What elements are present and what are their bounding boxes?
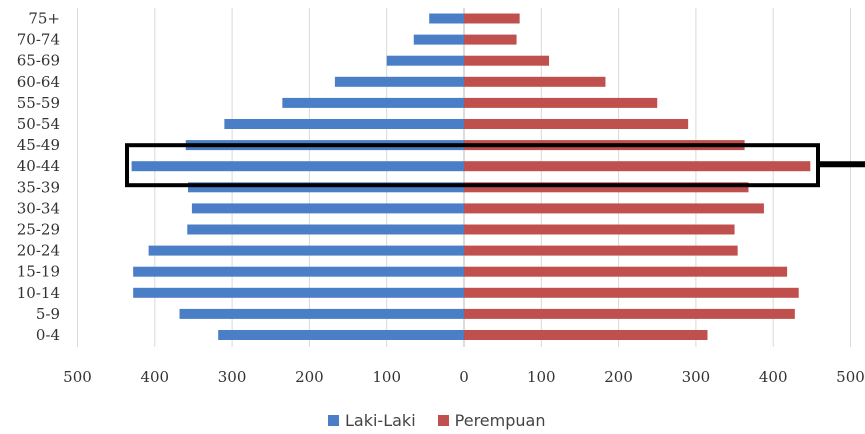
x-tick-label: 400 [759, 368, 788, 386]
age-label: 30-34 [17, 199, 60, 217]
bar-laki-laki [188, 182, 464, 193]
x-tick-labels: 500 400 300 200 100 0 100 200 300 400 500 [63, 368, 865, 386]
x-tick-label: 500 [836, 368, 865, 386]
bar-perempuan [464, 76, 606, 87]
age-label: 25-29 [17, 221, 60, 239]
bar-laki-laki [334, 76, 464, 87]
bar-perempuan [464, 330, 708, 340]
bar-perempuan [464, 287, 799, 298]
age-label: 40-44 [17, 157, 60, 175]
x-tick-label: 100 [527, 368, 556, 386]
bar-laki-laki [133, 266, 464, 277]
x-tick-label: 400 [140, 368, 169, 386]
legend: Laki-Laki Perempuan [328, 411, 545, 430]
age-label: 45-49 [17, 136, 60, 154]
bar-laki-laki [413, 34, 464, 45]
bar-laki-laki [386, 55, 464, 66]
bar-laki-laki [179, 308, 464, 319]
bars [131, 13, 811, 340]
legend-item-perempuan: Perempuan [437, 411, 546, 430]
bar-laki-laki [131, 161, 465, 172]
age-label: 15-19 [17, 263, 60, 281]
age-label: 0-4 [36, 326, 60, 344]
bar-perempuan [464, 182, 749, 193]
legend-label-laki-laki: Laki-Laki [345, 411, 416, 430]
bar-laki-laki [429, 13, 464, 24]
bar-laki-laki [133, 287, 464, 298]
x-tick-label: 200 [295, 368, 324, 386]
age-label: 10-14 [17, 284, 60, 302]
x-tick-label: 100 [372, 368, 401, 386]
bar-laki-laki [282, 97, 464, 108]
bar-perempuan [464, 266, 788, 277]
bar-perempuan [464, 119, 689, 129]
legend-label-perempuan: Perempuan [454, 411, 546, 430]
age-label: 35-39 [17, 178, 60, 196]
age-label: 50-54 [17, 115, 60, 133]
age-label: 60-64 [17, 73, 60, 91]
bar-laki-laki [187, 224, 465, 235]
age-label: 75+ [28, 10, 60, 28]
bar-perempuan [464, 161, 811, 172]
bar-perempuan [464, 55, 550, 66]
bar-perempuan [464, 13, 520, 24]
x-tick-label: 300 [682, 368, 711, 386]
bar-perempuan [464, 308, 795, 319]
legend-item-laki-laki: Laki-Laki [328, 411, 416, 430]
age-labels: 75+ 70-74 65-69 60-64 55-59 50-54 45-49 40-44 35… [17, 10, 60, 345]
age-label: 5-9 [36, 305, 60, 323]
age-label: 70-74 [17, 31, 60, 49]
age-label: 55-59 [17, 94, 60, 112]
bar-laki-laki [224, 119, 464, 129]
bar-perempuan [464, 34, 517, 45]
x-tick-label: 200 [604, 368, 633, 386]
bar-perempuan [464, 245, 738, 256]
bar-perempuan [464, 203, 764, 214]
x-tick-label: 500 [63, 368, 92, 386]
legend-swatch-laki-laki [328, 415, 339, 426]
age-label: 20-24 [17, 242, 60, 260]
highlight-box [125, 143, 865, 188]
x-tick-label: 300 [218, 368, 247, 386]
bar-laki-laki [148, 245, 464, 256]
bar-perempuan [464, 224, 735, 235]
bar-laki-laki [218, 330, 464, 340]
x-tick-label: 0 [459, 368, 469, 386]
age-label: 65-69 [17, 52, 60, 70]
legend-swatch-perempuan [437, 415, 449, 426]
bar-laki-laki [191, 203, 465, 214]
bar-perempuan [464, 97, 658, 108]
